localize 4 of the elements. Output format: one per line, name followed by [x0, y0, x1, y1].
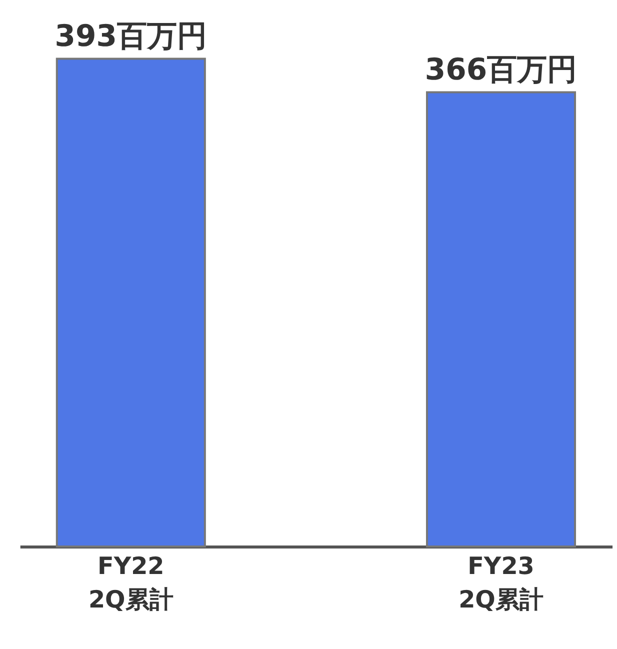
data-label: 393百万円	[54, 18, 208, 54]
data-label: 366百万円	[424, 52, 578, 88]
x-tick-label: FY23 2Q累計	[458, 552, 544, 614]
x-tick-label: FY22 2Q累計	[88, 552, 174, 614]
